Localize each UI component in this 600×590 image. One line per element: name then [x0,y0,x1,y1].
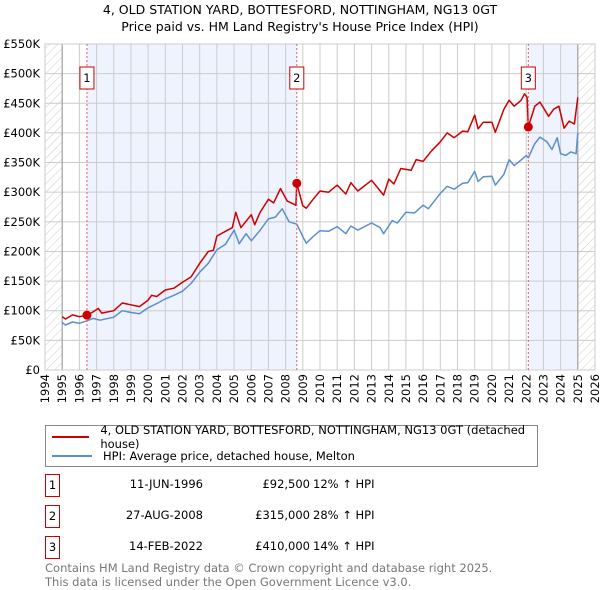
x-tick-label: 2015 [399,374,413,403]
x-tick-label: 2007 [261,374,275,403]
footer-line-2: This data is licensed under the Open Gov… [45,574,412,589]
legend-item-hpi: HPI: Average price, detached house, Melt… [52,447,355,465]
transaction-price: £92,500 [262,477,310,491]
x-tick-label: 1995 [55,374,69,403]
y-tick-label: £350K [3,156,40,170]
legend-label-hpi: HPI: Average price, detached house, Melt… [103,449,355,463]
legend-swatch-red [52,436,90,438]
transaction-price: £410,000 [255,539,310,553]
transaction-row: 1 11-JUN-1996 £92,500 12% ↑ HPI [45,474,545,497]
y-tick-label: £150K [3,274,40,288]
y-tick-label: £100K [3,304,40,318]
x-tick-label: 2025 [571,374,585,403]
sale-label-box [79,66,95,90]
sale-point [292,178,302,188]
y-tick-label: £200K [3,244,40,258]
y-tick-label: £0 [25,363,40,377]
legend: 4, OLD STATION YARD, BOTTESFORD, NOTTING… [45,423,538,467]
footer-line-1: Contains HM Land Registry data © Crown c… [45,561,493,575]
x-tick-label: 2004 [210,374,224,403]
x-tick-label: 1996 [72,374,86,403]
plot-frame [44,43,596,371]
sale-point [523,122,533,132]
sale-label: 1 [83,71,90,85]
chart-title: 4, OLD STATION YARD, BOTTESFORD, NOTTING… [102,2,498,17]
transaction-row: 3 14-FEB-2022 £410,000 14% ↑ HPI [45,536,545,559]
shaded-period [528,44,578,370]
x-tick-label: 2006 [244,374,258,403]
x-tick-label: 2024 [554,374,568,403]
y-tick-label: £250K [3,215,40,229]
x-tick-label: 2003 [193,374,207,403]
legend-label-property: 4, OLD STATION YARD, BOTTESFORD, NOTTING… [100,423,526,451]
transaction-row: 2 27-AUG-2008 £315,000 28% ↑ HPI [45,505,545,528]
property-price-line [61,93,579,320]
y-tick-label: £550K [3,37,40,51]
x-tick-label: 2026 [588,374,600,403]
x-tick-label: 2001 [158,374,172,403]
x-tick-label: 2012 [347,374,361,403]
transaction-date: 11-JUN-1996 [129,477,203,491]
sale-point [82,310,92,320]
x-tick-label: 2022 [519,374,533,403]
x-tick-label: 2011 [330,374,344,403]
transaction-date: 27-AUG-2008 [125,508,203,522]
footer-notice: Contains HM Land Registry data © Crown c… [45,561,493,589]
x-tick-label: 1998 [107,374,121,403]
legend-swatch-blue [52,455,92,457]
sale-label-box [289,66,305,90]
y-tick-label: £450K [3,96,40,110]
chart-subtitle: Price paid vs. HM Land Registry's House … [121,19,479,34]
sale-label: 3 [525,71,532,85]
x-tick-label: 2018 [451,374,465,403]
x-tick-label: 2021 [502,374,516,403]
x-tick-label: 1997 [90,374,104,403]
transaction-badge: 1 [45,474,60,497]
transaction-date: 14-FEB-2022 [129,539,203,553]
x-tick-label: 2000 [141,374,155,403]
x-tick-label: 1999 [124,374,138,403]
transaction-price: £315,000 [255,508,310,522]
x-tick-label: 1994 [38,374,52,403]
y-tick-label: £300K [3,185,40,199]
shaded-period [86,44,297,370]
x-tick-label: 2013 [365,374,379,403]
hpi-line [61,132,579,326]
x-tick-label: 2017 [433,374,447,403]
hatched-region [577,44,595,370]
transaction-badge: 3 [45,536,60,559]
hatched-region [45,44,63,370]
sale-label-box [520,66,536,90]
transaction-hpi: 14% ↑ HPI [313,539,375,553]
x-tick-label: 2023 [536,374,550,403]
y-tick-label: £50K [11,333,41,347]
x-tick-label: 2010 [313,374,327,403]
transaction-badge: 2 [45,505,60,528]
x-tick-label: 2019 [468,374,482,403]
x-tick-label: 2002 [176,374,190,403]
y-tick-label: £500K [3,67,40,81]
x-tick-label: 2014 [382,374,396,403]
x-tick-label: 2020 [485,374,499,403]
transaction-hpi: 12% ↑ HPI [313,477,375,491]
x-tick-label: 2016 [416,374,430,403]
sale-label: 2 [293,71,300,85]
x-tick-label: 2005 [227,374,241,403]
transaction-hpi: 28% ↑ HPI [313,508,375,522]
y-tick-label: £400K [3,126,40,140]
x-tick-label: 2009 [296,374,310,403]
legend-item-property: 4, OLD STATION YARD, BOTTESFORD, NOTTING… [52,423,537,451]
x-tick-label: 2008 [279,374,293,403]
